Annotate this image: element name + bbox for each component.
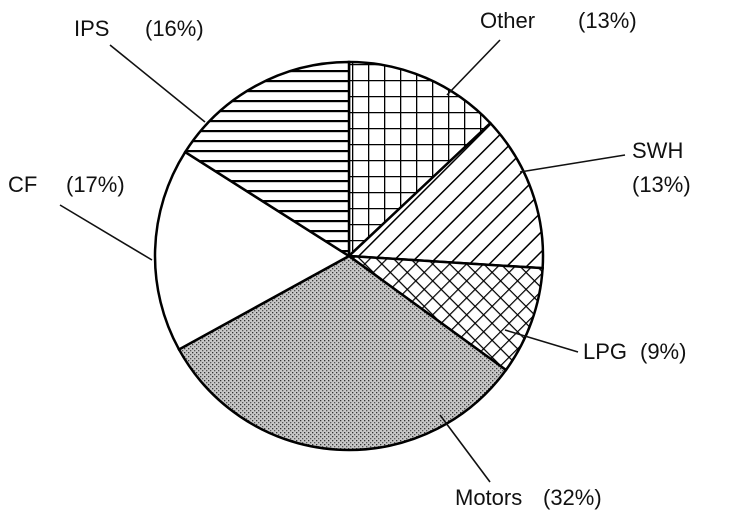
slice-value-label: (9%) [640, 339, 686, 364]
slice-value-label: (16%) [145, 16, 204, 41]
pie-slice [183, 60, 351, 259]
leader-line [439, 414, 491, 483]
leader-line [504, 329, 579, 353]
slice-value-label: (13%) [632, 172, 691, 197]
leader-line [59, 204, 153, 261]
slice-label: SWH [632, 138, 683, 163]
slice-value-label: (17%) [66, 172, 125, 197]
slice-value-label: (32%) [543, 485, 602, 510]
leader-line [446, 39, 501, 96]
slice-label: IPS [74, 16, 109, 41]
leader-line [519, 154, 626, 173]
pie-slice [346, 121, 545, 270]
leader-line [109, 44, 206, 123]
slice-label: Motors [455, 485, 522, 510]
slice-label: LPG [583, 339, 627, 364]
slice-label: Other [480, 8, 535, 33]
pie-slice [153, 150, 352, 352]
pie-slice [177, 254, 508, 452]
pie-slice [347, 60, 493, 259]
slice-value-label: (13%) [578, 8, 637, 33]
pie-slice [344, 254, 544, 372]
slice-label: CF [8, 172, 37, 197]
